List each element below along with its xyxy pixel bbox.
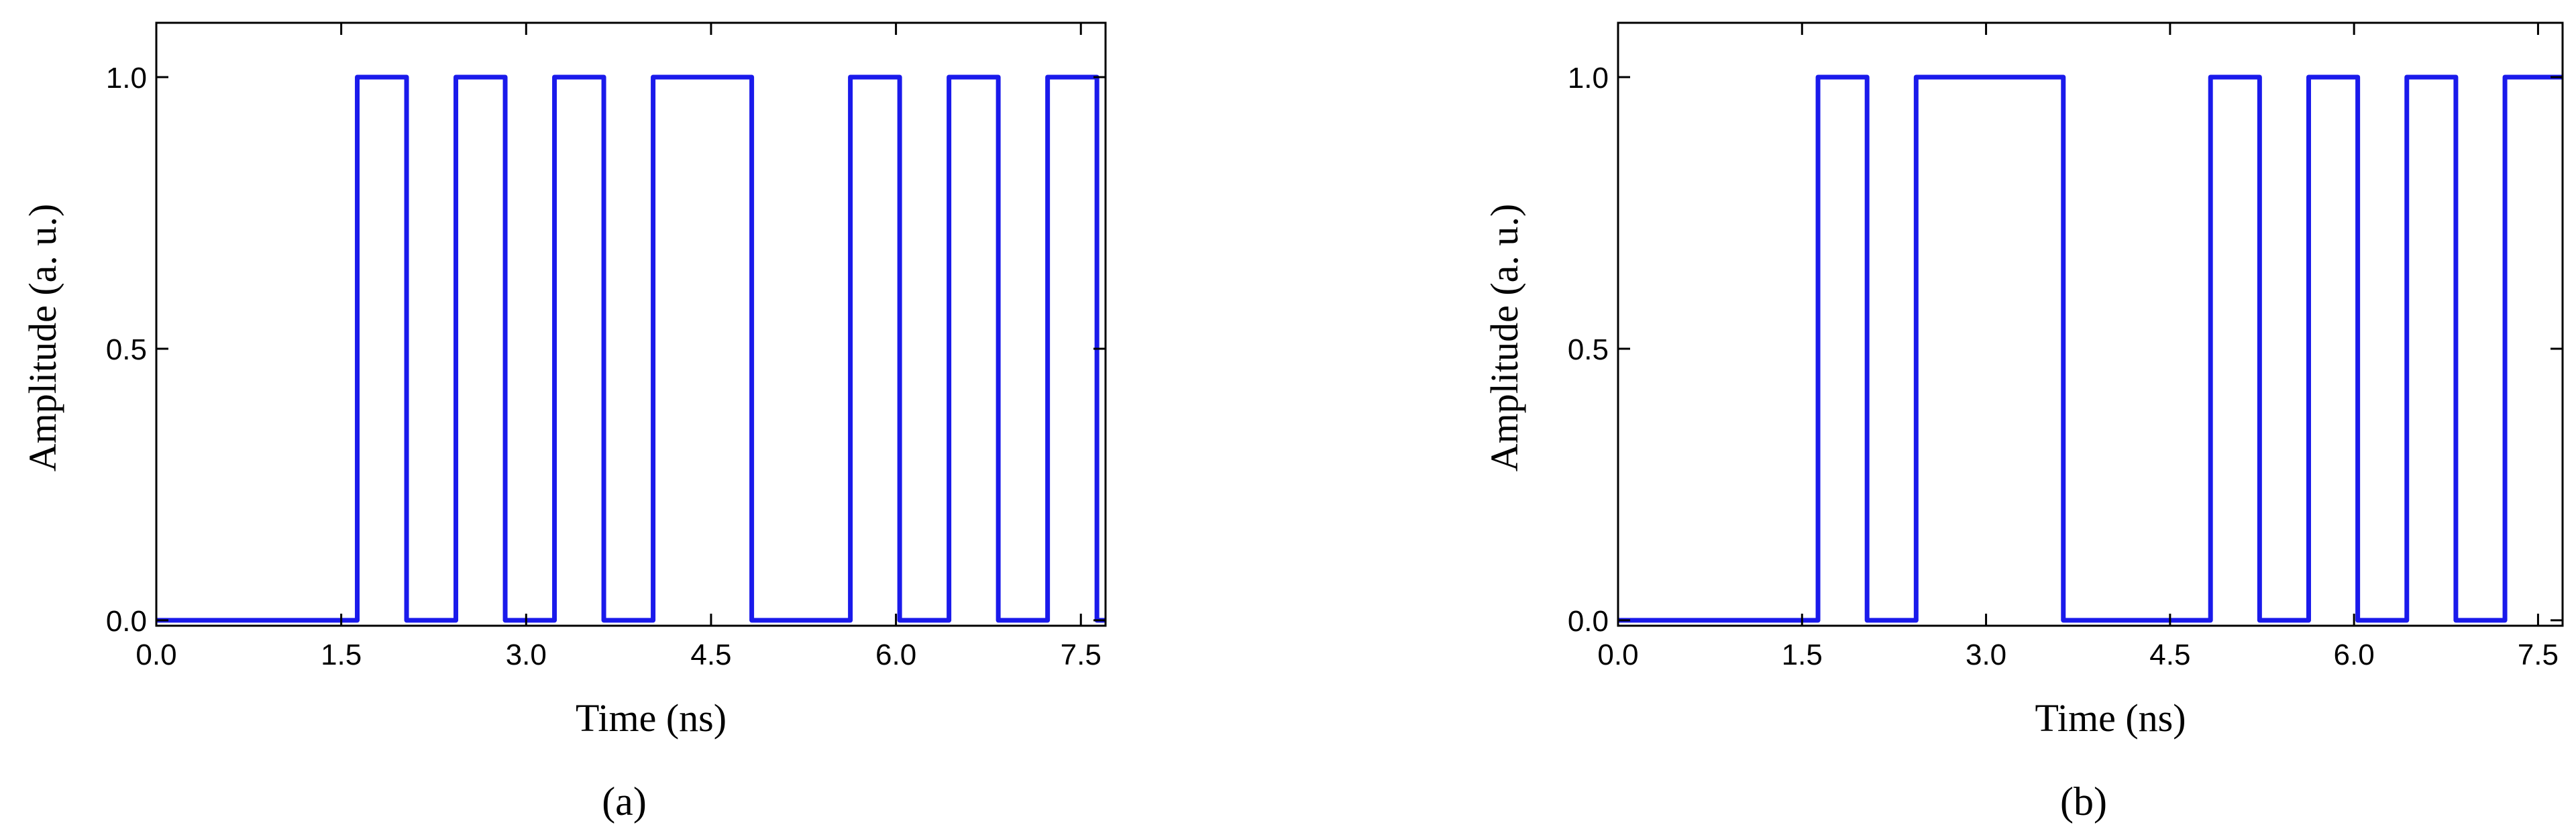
x-tick-label: 3.0 <box>506 638 547 671</box>
y-tick-label: 0.0 <box>1568 605 1609 638</box>
plot-frame <box>155 21 1107 627</box>
y-tick-label: 0.0 <box>106 605 147 638</box>
signal-line <box>1618 74 2563 623</box>
plot-frame <box>1617 21 2564 627</box>
y-tick-label: 1.0 <box>106 62 147 95</box>
x-axis-title: Time (ns) <box>576 696 727 740</box>
x-tick-label: 7.5 <box>2518 638 2559 671</box>
x-tick-label: 4.5 <box>2149 638 2190 671</box>
x-tick-label: 4.5 <box>690 638 731 671</box>
y-tick-label: 0.5 <box>106 333 147 366</box>
x-tick-label: 1.5 <box>321 638 362 671</box>
x-axis-title: Time (ns) <box>2035 696 2186 740</box>
panel-caption: (a) <box>602 779 647 824</box>
x-tick-label: 6.0 <box>2334 638 2375 671</box>
y-tick-label: 0.5 <box>1568 333 1609 366</box>
x-tick-label: 6.0 <box>875 638 916 671</box>
x-tick-label: 7.5 <box>1061 638 1102 671</box>
x-tick-label: 1.5 <box>1782 638 1823 671</box>
y-axis-title: Amplitude (a. u.) <box>1483 204 1526 471</box>
x-tick-label: 0.0 <box>136 638 176 671</box>
panel-caption: (b) <box>2060 779 2107 824</box>
y-axis-title: Amplitude (a. u.) <box>21 204 64 471</box>
signal-line <box>156 74 1106 623</box>
x-tick-label: 3.0 <box>1966 638 2006 671</box>
x-tick-label: 0.0 <box>1597 638 1638 671</box>
y-tick-label: 1.0 <box>1568 62 1609 95</box>
